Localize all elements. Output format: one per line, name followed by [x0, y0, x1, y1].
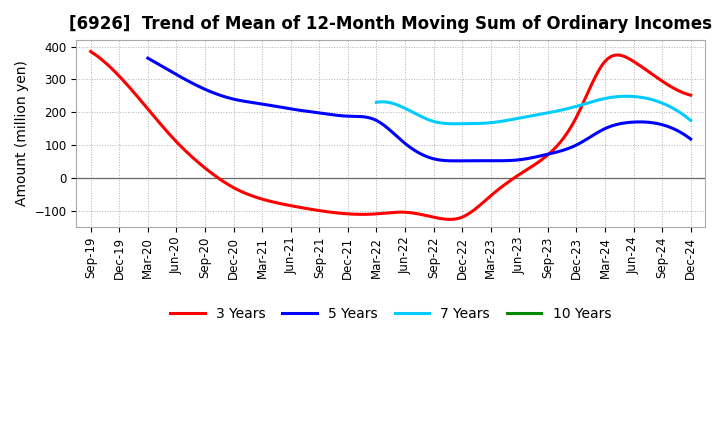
- 3 Years: [86, 49, 95, 54]
- 5 Years: [450, 158, 459, 164]
- 5 Years: [145, 56, 154, 62]
- 7 Years: [639, 95, 648, 100]
- 3 Years: [446, 217, 454, 222]
- 7 Years: [659, 101, 667, 106]
- 7 Years: [622, 94, 631, 99]
- Y-axis label: Amount (million yen): Amount (million yen): [15, 61, 29, 206]
- Line: 7 Years: 7 Years: [377, 96, 690, 124]
- Legend: 3 Years, 5 Years, 7 Years, 10 Years: 3 Years, 5 Years, 7 Years, 10 Years: [165, 301, 616, 326]
- 5 Years: [603, 125, 611, 130]
- 3 Years: [441, 216, 450, 222]
- 7 Years: [373, 99, 382, 105]
- 7 Years: [565, 106, 574, 111]
- 3 Years: [444, 217, 452, 222]
- 7 Years: [560, 107, 569, 112]
- 5 Years: [467, 158, 475, 163]
- 7 Years: [686, 118, 695, 123]
- 3 Years: [594, 69, 603, 74]
- 5 Years: [143, 55, 152, 61]
- 5 Years: [469, 158, 477, 163]
- 3 Years: [456, 215, 464, 220]
- 3 Years: [89, 50, 97, 55]
- 3 Years: [632, 61, 641, 66]
- Line: 5 Years: 5 Years: [148, 58, 690, 161]
- 7 Years: [372, 100, 381, 105]
- 5 Years: [477, 158, 486, 163]
- 5 Years: [637, 119, 646, 125]
- 5 Years: [686, 136, 695, 142]
- Line: 3 Years: 3 Years: [91, 51, 690, 220]
- 7 Years: [450, 121, 459, 126]
- Title: [6926]  Trend of Mean of 12-Month Moving Sum of Ordinary Incomes: [6926] Trend of Mean of 12-Month Moving …: [69, 15, 712, 33]
- 3 Years: [686, 92, 695, 98]
- 7 Years: [559, 107, 568, 112]
